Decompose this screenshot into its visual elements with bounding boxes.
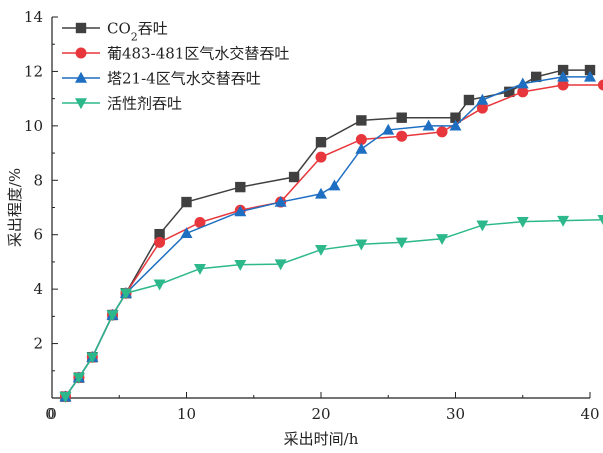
legend-label-2: 葡483-481区气水交替吞吐 bbox=[107, 45, 289, 63]
series-1-point bbox=[463, 94, 475, 106]
legend-label-3: 塔21-4区气水交替吞吐 bbox=[107, 70, 261, 88]
series-4-point bbox=[597, 215, 603, 226]
series-2-point bbox=[194, 216, 206, 228]
series-1-point bbox=[315, 136, 327, 148]
y-tick-label: 2 bbox=[33, 335, 43, 353]
series-4-point bbox=[106, 310, 119, 322]
y-tick-label: 12 bbox=[24, 62, 43, 80]
series-2-point bbox=[436, 126, 448, 138]
series-4-point bbox=[557, 215, 570, 227]
series-3-point bbox=[234, 205, 247, 217]
series-1-point bbox=[531, 71, 542, 83]
series-3-point bbox=[328, 179, 341, 191]
series-4-point bbox=[59, 391, 72, 403]
series-4-point bbox=[355, 239, 368, 251]
series-3-point bbox=[557, 70, 570, 82]
series-3-point bbox=[476, 93, 489, 105]
series-2-point bbox=[597, 79, 603, 91]
series-layer bbox=[59, 64, 603, 403]
series-4-point bbox=[436, 234, 449, 245]
series-2-point bbox=[476, 102, 488, 114]
series-1-point bbox=[154, 228, 165, 240]
series-1-point bbox=[288, 171, 300, 183]
y-tick-label: 10 bbox=[24, 117, 43, 135]
series-3-point bbox=[422, 119, 435, 131]
y-axis-title: 采出程度/% bbox=[6, 168, 24, 247]
series-3-point bbox=[382, 123, 395, 135]
x-tick-label: 40 bbox=[580, 405, 599, 423]
legend-marker-2 bbox=[75, 47, 87, 59]
series-4-point bbox=[86, 352, 99, 364]
series-2-line bbox=[64, 84, 603, 398]
x-tick-label: 0 bbox=[45, 405, 55, 423]
series-4-point bbox=[234, 259, 247, 271]
series-2-point bbox=[396, 130, 408, 142]
series-2-point bbox=[315, 151, 327, 163]
series-3-point bbox=[274, 195, 287, 207]
series-2-point bbox=[154, 236, 166, 248]
series-4-point bbox=[153, 279, 166, 291]
series-4-point bbox=[315, 244, 327, 256]
series-2 bbox=[59, 79, 603, 403]
series-4-point bbox=[274, 259, 287, 271]
series-1-point bbox=[584, 64, 596, 76]
series-3-point bbox=[516, 77, 529, 89]
series-4 bbox=[59, 215, 603, 403]
series-4-point bbox=[516, 216, 529, 228]
y-tick-label: 8 bbox=[33, 171, 43, 189]
series-4-point bbox=[395, 237, 408, 249]
series-4-point bbox=[72, 372, 85, 384]
x-tick-label: 20 bbox=[311, 405, 330, 423]
legend-label-1: CO2吞吐 bbox=[107, 20, 168, 44]
legend-marker-4 bbox=[75, 98, 87, 110]
series-4-point bbox=[193, 264, 206, 275]
series-4-point bbox=[119, 288, 132, 300]
legend-marker-1 bbox=[75, 22, 87, 34]
series-3-point bbox=[315, 187, 327, 199]
series-1-point bbox=[396, 112, 407, 123]
series-3-point bbox=[584, 70, 596, 82]
series-2-point bbox=[557, 79, 569, 91]
series-1-line bbox=[64, 69, 590, 398]
series-1-point bbox=[450, 112, 461, 123]
series-3 bbox=[59, 70, 596, 402]
x-axis-title: 采出时间/h bbox=[284, 430, 359, 448]
y-tick-label: 6 bbox=[33, 226, 43, 244]
series-2-point bbox=[517, 86, 529, 98]
series-3-point bbox=[180, 227, 193, 239]
series-1-point bbox=[557, 64, 569, 76]
series-1-point bbox=[181, 196, 192, 208]
series-2-point bbox=[355, 133, 367, 145]
x-tick-label: 10 bbox=[177, 405, 196, 423]
series-4-line bbox=[64, 219, 603, 398]
x-tick-label: 30 bbox=[446, 405, 465, 423]
series-1-point bbox=[356, 115, 367, 126]
x-tick-label: 0 bbox=[47, 405, 57, 423]
series-1 bbox=[60, 64, 596, 402]
legend-label-4: 活性剂吞吐 bbox=[107, 95, 182, 113]
series-1-point bbox=[504, 86, 515, 98]
legend-marker-3 bbox=[75, 71, 87, 83]
series-3-point bbox=[355, 142, 368, 154]
series-3-point bbox=[449, 119, 462, 131]
series-1-point bbox=[235, 181, 246, 193]
series-3-line bbox=[64, 76, 590, 398]
series-4-point bbox=[476, 220, 489, 232]
y-tick-label: 14 bbox=[24, 8, 43, 26]
y-tick-label: 4 bbox=[33, 280, 43, 298]
